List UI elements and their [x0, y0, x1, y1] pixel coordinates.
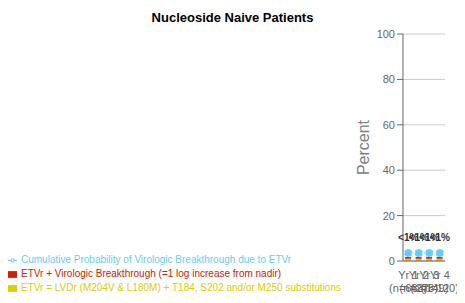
svg-text:40: 40 [383, 164, 395, 176]
svg-text:20: 20 [383, 210, 395, 222]
svg-text:0: 0 [389, 255, 395, 267]
svg-text:100: 100 [377, 28, 395, 40]
svg-text:Yr 4(n=120): Yr 4(n=120) [421, 269, 457, 294]
svg-text:80: 80 [383, 73, 395, 85]
svg-text:60: 60 [383, 119, 395, 131]
svg-text:<1%: <1% [430, 232, 450, 243]
svg-text:Percent: Percent [355, 119, 372, 175]
